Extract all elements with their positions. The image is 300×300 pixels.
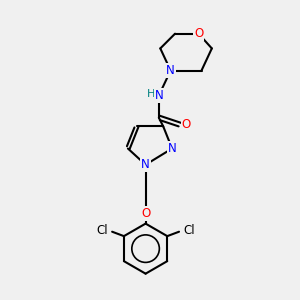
Text: O: O (141, 207, 150, 220)
Text: Cl: Cl (96, 224, 108, 237)
Text: N: N (166, 64, 175, 77)
Text: N: N (141, 158, 150, 171)
Text: Cl: Cl (184, 224, 195, 237)
Text: O: O (194, 27, 203, 40)
Text: N: N (168, 142, 176, 155)
Text: O: O (182, 118, 191, 131)
Text: H: H (146, 89, 155, 99)
Text: N: N (154, 89, 163, 102)
